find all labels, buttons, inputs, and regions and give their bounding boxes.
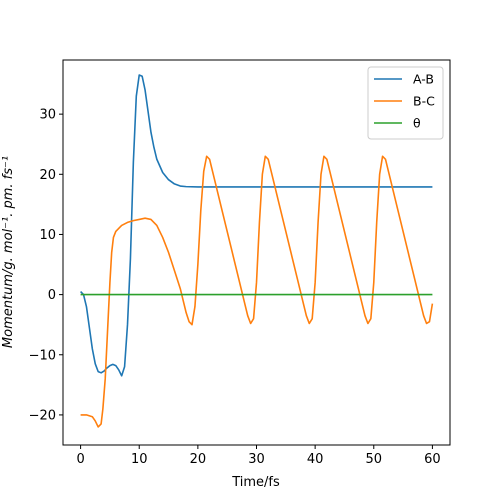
y-tick-label: 20: [39, 168, 56, 183]
x-tick-label: 20: [190, 452, 207, 467]
x-axis-label: Time/fs: [231, 475, 280, 490]
x-tick-label: 10: [131, 452, 148, 467]
y-axis: −20 −10 0 10 20 30: [29, 108, 63, 423]
y-tick-label: 0: [48, 288, 56, 303]
plot-lines: [80, 74, 434, 428]
y-tick-label: 30: [39, 108, 56, 123]
y-tick-label: −10: [29, 348, 56, 363]
y-tick-label: −20: [29, 408, 56, 423]
x-tick-label: 50: [365, 452, 382, 467]
y-axis-label: Momentum/g. mol⁻¹. pm. fs⁻¹: [1, 156, 16, 348]
x-tick-label: 40: [307, 452, 324, 467]
y-tick-label: 10: [39, 228, 56, 243]
legend-label-0: A-B: [413, 72, 434, 87]
series-line-1: [80, 155, 434, 428]
legend: A-B B-C θ: [367, 66, 444, 140]
series-line-0: [80, 74, 433, 377]
x-tick-label: 30: [248, 452, 265, 467]
legend-box: [367, 66, 444, 140]
legend-label-2: θ: [413, 116, 421, 131]
x-tick-label: 60: [424, 452, 441, 467]
legend-label-1: B-C: [413, 94, 435, 109]
x-tick-label: 0: [76, 452, 84, 467]
x-axis: 0 10 20 30 40 50 60: [76, 445, 441, 467]
